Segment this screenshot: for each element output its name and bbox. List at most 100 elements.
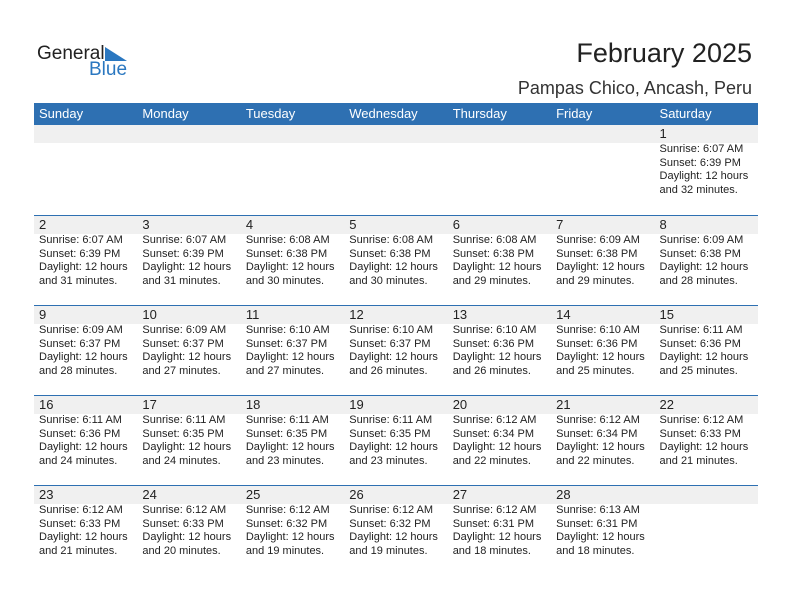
day-minutes: and 28 minutes. [659,274,738,287]
day-cell: 20 Sunrise: 6:12 AM Sunset: 6:34 PM Dayligh… [448,396,551,485]
day-info: Sunrise: 6:08 AM Sunset: 6:38 PM Daylight:… [349,234,438,288]
day-minutes: and 27 minutes. [142,364,221,377]
week-row: 2 Sunrise: 6:07 AM Sunset: 6:39 PM Daylight… [34,215,758,305]
day-cell: 24 Sunrise: 6:12 AM Sunset: 6:33 PM Dayligh… [137,486,240,575]
day-sunrise: Sunrise: 6:10 AM [245,324,330,336]
day-daylight: Daylight: 12 hours [452,261,542,273]
day-sunrise: Sunrise: 6:12 AM [142,504,227,516]
day-sunset: Sunset: 6:35 PM [142,427,224,440]
day-minutes: and 18 minutes. [452,544,531,557]
day-cell: 3 Sunrise: 6:07 AM Sunset: 6:39 PM Daylight… [137,216,240,305]
day-cell: 21 Sunrise: 6:12 AM Sunset: 6:34 PM Dayligh… [551,396,654,485]
week-row: 9 Sunrise: 6:09 AM Sunset: 6:37 PM Daylight… [34,305,758,395]
day-sunset: Sunset: 6:38 PM [452,247,535,260]
weekday-thursday: Thursday [452,106,507,121]
day-daylight: Daylight: 12 hours [142,531,232,543]
location: Pampas Chico, Ancash, Peru [517,78,752,98]
day-sunrise: Sunrise: 6:09 AM [659,234,744,246]
day-cell: 10 Sunrise: 6:09 AM Sunset: 6:37 PM Dayligh… [137,306,240,395]
day-info: Sunrise: 6:12 AM Sunset: 6:34 PM Daylight:… [453,414,542,468]
day-cell: 16 Sunrise: 6:11 AM Sunset: 6:36 PM Dayligh… [34,396,137,485]
day-number: 1 [659,126,667,141]
calendar-grid: 1 Sunrise: 6:07 AM Sunset: 6:39 PM Daylight… [34,125,758,575]
day-sunset: Sunset: 6:37 PM [349,337,431,350]
day-info: Sunrise: 6:11 AM Sunset: 6:35 PM Daylight:… [142,414,231,468]
day-daylight: Daylight: 12 hours [659,441,749,453]
day-cell: 2 Sunrise: 6:07 AM Sunset: 6:39 PM Daylight… [34,216,137,305]
day-minutes: and 24 minutes. [142,454,221,467]
day-sunrise: Sunrise: 6:10 AM [452,324,537,336]
day-number: 25 [245,487,261,502]
empty-cell [34,125,137,215]
row-band [34,125,758,143]
day-info: Sunrise: 6:12 AM Sunset: 6:33 PM Daylight:… [660,414,749,468]
day-daylight: Daylight: 12 hours [142,441,232,453]
row-band [34,216,758,234]
day-info: Sunrise: 6:13 AM Sunset: 6:31 PM Daylight:… [556,504,645,558]
day-minutes: and 21 minutes. [659,454,738,467]
day-minutes: and 28 minutes. [39,364,118,377]
day-sunrise: Sunrise: 6:12 AM [245,504,330,516]
day-number: 12 [349,307,364,322]
day-info: Sunrise: 6:12 AM Sunset: 6:32 PM Daylight:… [349,504,438,558]
day-sunrise: Sunrise: 6:07 AM [659,143,744,155]
day-number: 9 [39,307,47,322]
day-sunset: Sunset: 6:35 PM [245,427,328,440]
day-info: Sunrise: 6:09 AM Sunset: 6:37 PM Daylight:… [39,324,128,378]
weekday-header: Sunday Monday Tuesday Wednesday Thursday Frid… [34,103,758,125]
day-number: 18 [245,397,261,412]
day-daylight: Daylight: 12 hours [349,441,438,453]
weekday-sunday: Sunday [39,106,84,121]
day-number: 23 [39,487,54,502]
day-sunrise: Sunrise: 6:08 AM [452,234,537,246]
day-cell: 22 Sunrise: 6:12 AM Sunset: 6:33 PM Dayligh… [655,396,758,485]
day-sunset: Sunset: 6:39 PM [142,247,224,260]
day-daylight: Daylight: 12 hours [452,441,542,453]
day-info: Sunrise: 6:10 AM Sunset: 6:36 PM Daylight:… [556,324,645,378]
week-row: 23 Sunrise: 6:12 AM Sunset: 6:33 PM Dayligh… [34,485,758,575]
day-sunrise: Sunrise: 6:12 AM [452,504,537,516]
day-number: 10 [142,307,157,322]
day-cell: 12 Sunrise: 6:10 AM Sunset: 6:37 PM Dayligh… [344,306,447,395]
day-sunset: Sunset: 6:32 PM [245,517,328,530]
day-minutes: and 27 minutes. [245,364,325,377]
day-daylight: Daylight: 12 hours [556,531,645,543]
day-daylight: Daylight: 12 hours [39,261,128,273]
day-sunrise: Sunrise: 6:09 AM [142,324,227,336]
day-minutes: and 22 minutes. [556,454,635,467]
day-info: Sunrise: 6:12 AM Sunset: 6:31 PM Daylight:… [453,504,542,558]
day-cell: 18 Sunrise: 6:11 AM Sunset: 6:35 PM Dayligh… [241,396,344,485]
day-info: Sunrise: 6:12 AM Sunset: 6:33 PM Daylight:… [39,504,128,558]
day-number: 16 [39,397,54,412]
page-title: February 2025 [576,38,752,68]
day-minutes: and 29 minutes. [556,274,635,287]
day-info: Sunrise: 6:10 AM Sunset: 6:37 PM Daylight:… [349,324,438,378]
empty-cell [655,486,758,575]
day-minutes: and 20 minutes. [142,544,221,557]
day-number: 15 [659,307,674,322]
day-minutes: and 23 minutes. [245,454,325,467]
day-info: Sunrise: 6:09 AM Sunset: 6:38 PM Daylight:… [556,234,645,288]
day-info: Sunrise: 6:10 AM Sunset: 6:36 PM Daylight:… [453,324,542,378]
day-number: 4 [245,217,254,232]
day-sunset: Sunset: 6:38 PM [349,247,431,260]
day-number: 7 [556,217,564,232]
day-daylight: Daylight: 12 hours [659,261,749,273]
day-sunset: Sunset: 6:39 PM [659,156,741,169]
row-band [34,306,758,324]
day-minutes: and 18 minutes. [556,544,635,557]
day-sunrise: Sunrise: 6:07 AM [142,234,227,246]
day-cell: 15 Sunrise: 6:11 AM Sunset: 6:36 PM Dayligh… [655,306,758,395]
day-info: Sunrise: 6:08 AM Sunset: 6:38 PM Daylight:… [246,234,335,288]
day-sunrise: Sunrise: 6:11 AM [142,414,226,426]
day-number: 28 [556,487,571,502]
day-number: 6 [452,217,460,232]
logo-text-general: General [37,43,105,64]
weekday-monday: Monday [142,106,189,121]
empty-cell [137,125,240,215]
day-minutes: and 31 minutes. [142,274,221,287]
day-sunset: Sunset: 6:35 PM [349,427,431,440]
day-number: 24 [142,487,157,502]
day-daylight: Daylight: 12 hours [452,531,542,543]
day-sunrise: Sunrise: 6:12 AM [556,414,640,426]
